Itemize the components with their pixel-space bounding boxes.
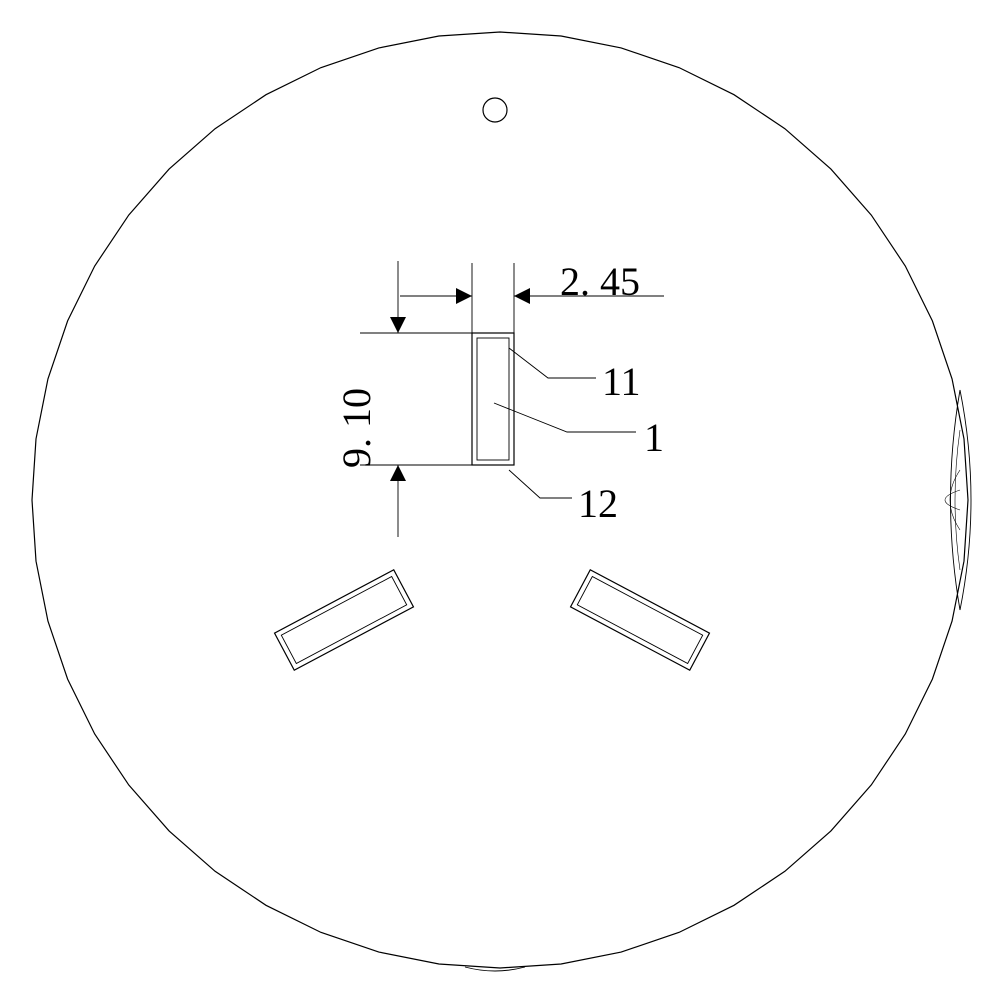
leader-11 xyxy=(509,348,596,378)
right-lens-outer xyxy=(960,390,971,610)
left-slot xyxy=(275,570,414,670)
leader-1 xyxy=(494,403,636,432)
right-lens-hatch xyxy=(955,430,960,570)
arrowhead xyxy=(456,288,472,304)
right-lens-hatch xyxy=(945,490,960,510)
arrowhead xyxy=(390,465,406,481)
arrowhead xyxy=(390,317,406,333)
center-slot xyxy=(472,333,514,465)
leader-12 xyxy=(509,470,572,498)
leader-11-label: 11 xyxy=(602,358,641,405)
arrowhead xyxy=(514,288,530,304)
dim-width-label: 2. 45 xyxy=(560,258,640,305)
outer-circle xyxy=(32,32,968,968)
dim-height-label: 9. 10 xyxy=(333,388,380,468)
right-slot xyxy=(571,570,710,670)
leader-12-label: 12 xyxy=(578,480,618,527)
top-hole xyxy=(483,98,507,122)
leader-1-label: 1 xyxy=(644,414,664,461)
